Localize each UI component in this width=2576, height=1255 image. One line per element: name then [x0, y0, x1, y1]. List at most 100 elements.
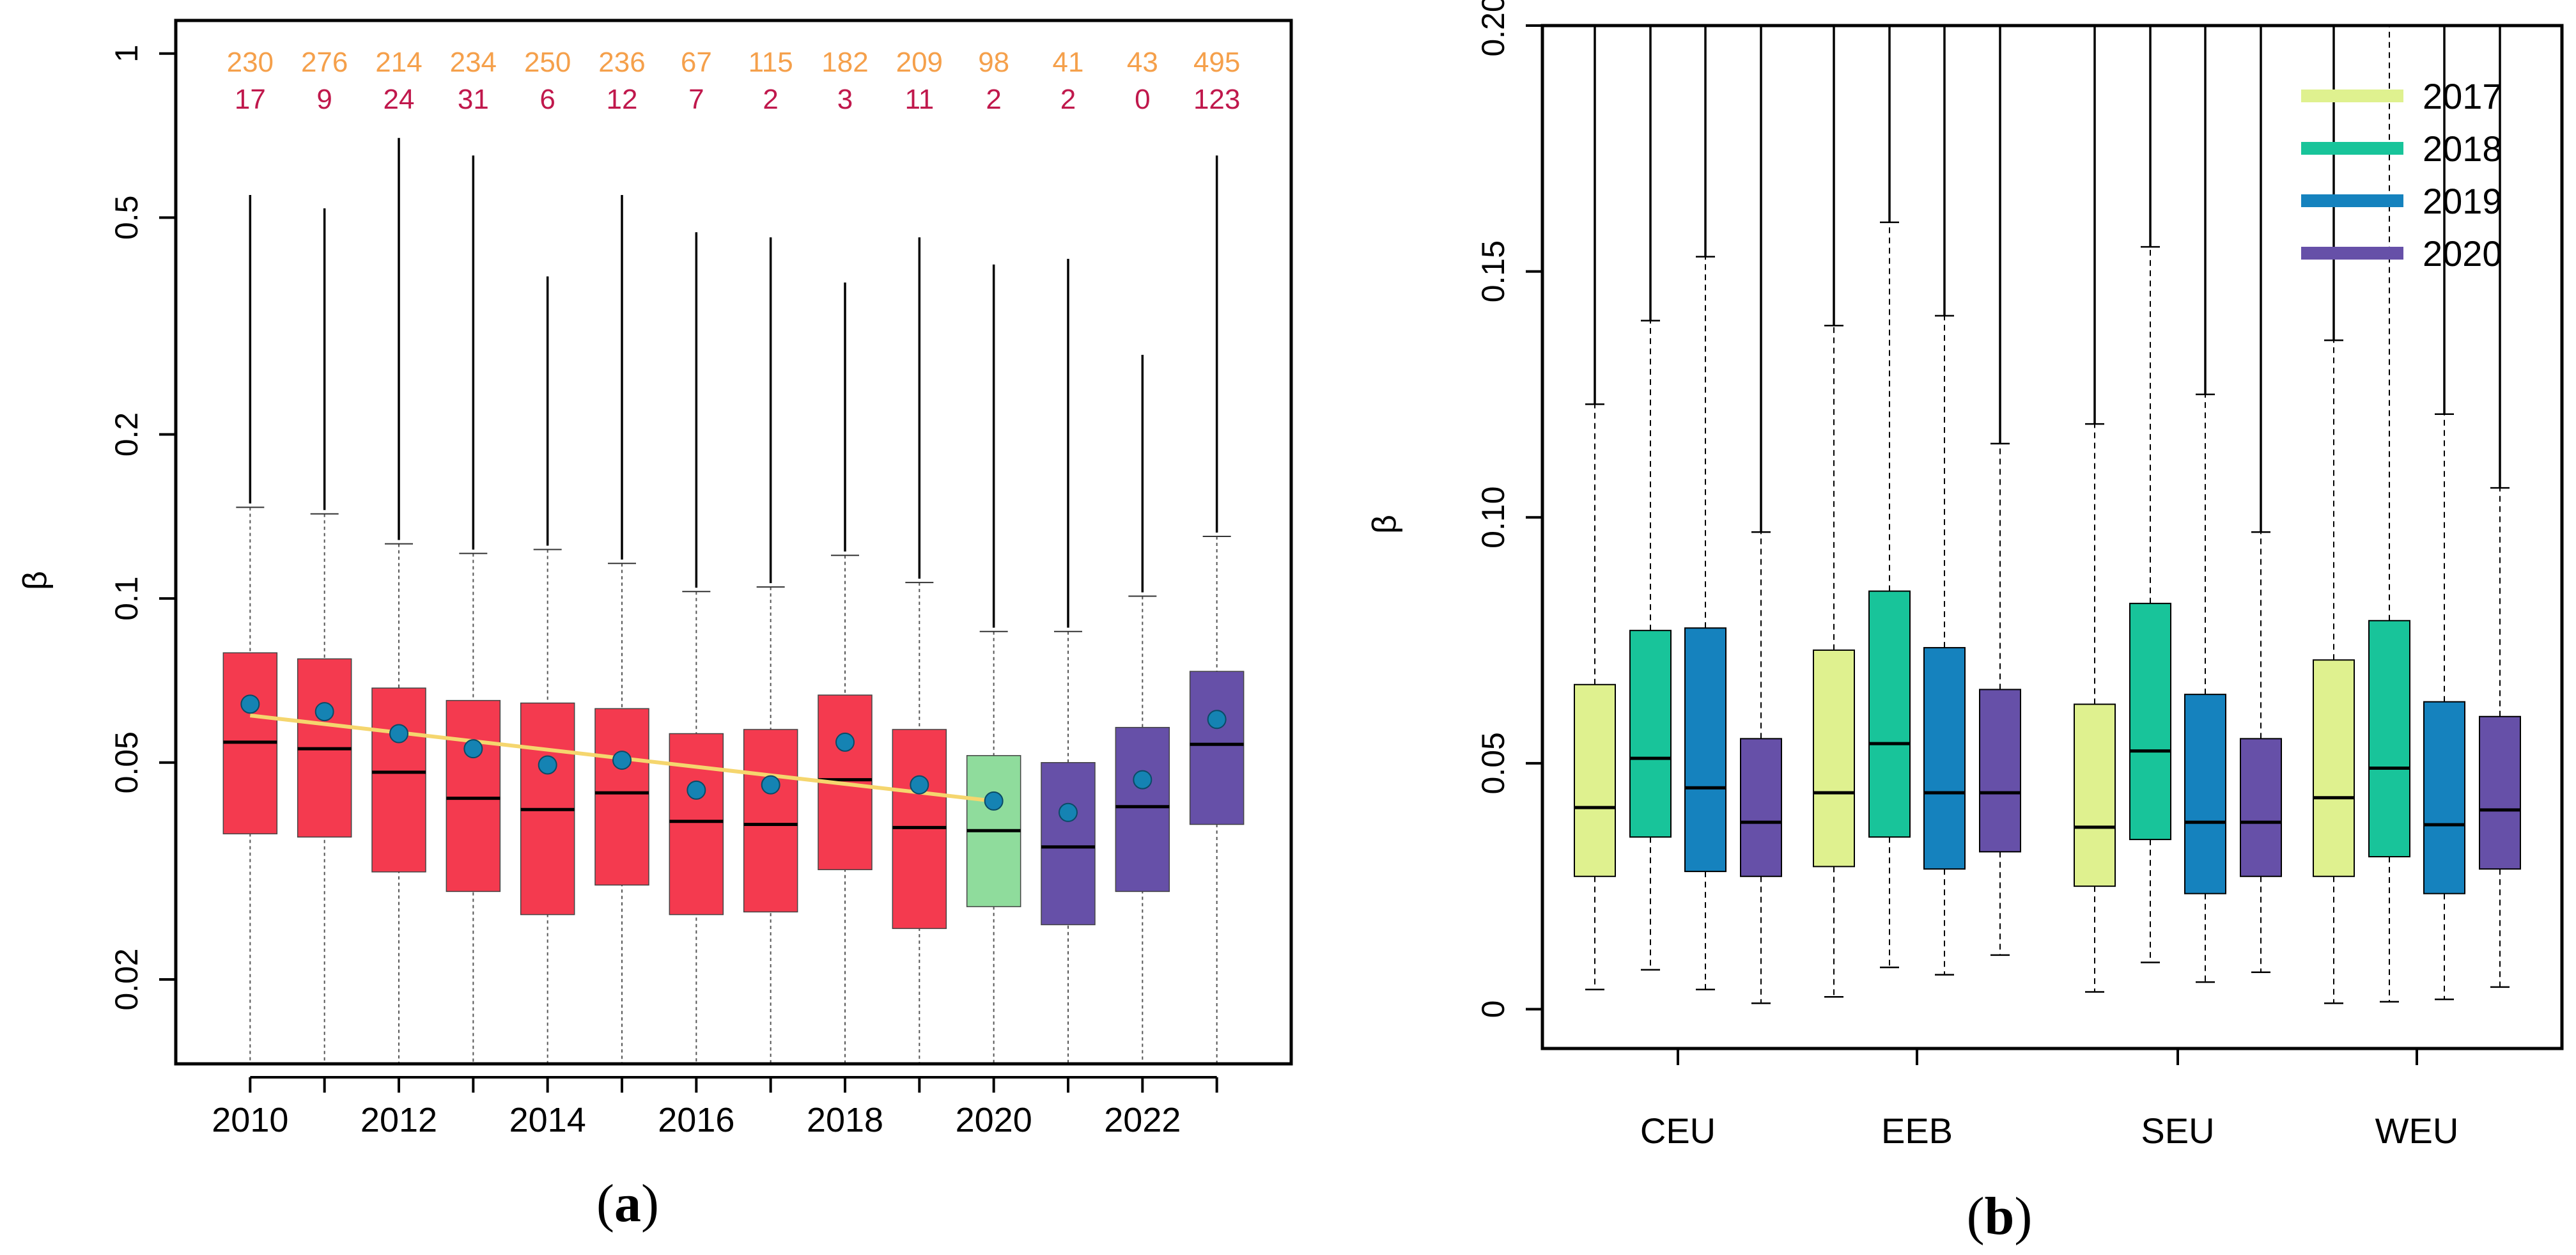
a-y-axis: 0.02 0.05 0.1 0.2 0.5 1 [109, 45, 176, 1011]
a-count-bottom-2017: 2 [763, 84, 778, 115]
a-plot-frame [174, 19, 1293, 1066]
b-y-axis: 0 0.05 0.10 0.15 0.20 [1475, 0, 1542, 1018]
b-box-group [1574, 26, 2521, 1004]
a-count-top-2023: 495 [1193, 47, 1240, 78]
b-x-tick-label-WEU: WEU [2375, 1111, 2459, 1151]
a-count-top-2016: 67 [681, 47, 712, 78]
a-count-bottom-2023: 123 [1193, 84, 1240, 115]
a-mean-dot-2016 [687, 780, 706, 800]
panel-a-chart: 0.020.050.10.20.51 2010 2012 2014 2016 2018 2… [17, 19, 1293, 1139]
a-y-tick-label: 0.1 [109, 576, 144, 621]
a-x-tick-label: 2012 [361, 1101, 437, 1139]
b-box-EEB-2019 [1923, 647, 1966, 870]
a-count-top-2019: 209 [896, 47, 943, 78]
a-count-bottom-2020: 2 [986, 84, 1001, 115]
a-count-top-2014: 250 [524, 47, 571, 78]
a-x-tick-label: 2018 [807, 1101, 883, 1139]
b-box-EEB-2017 [1813, 649, 1855, 868]
panel-a-label: (a) [596, 1174, 659, 1233]
a-mean-dot-2014 [538, 755, 557, 775]
a-count-top-2018: 182 [821, 47, 868, 78]
a-box-2012 [371, 687, 426, 873]
b-x-axis: CEU EEB SEU WEU [1640, 1048, 2458, 1151]
b-y-tick-label: 0.05 [1475, 732, 1511, 794]
a-count-top-2022: 43 [1127, 47, 1158, 78]
a-mean-dot-2010 [240, 694, 260, 714]
a-box-2013 [446, 699, 501, 893]
b-box-SEU-2018 [2129, 602, 2171, 841]
a-x-axis: 2010 2012 2014 2016 2018 2020 2022 [212, 1076, 1218, 1139]
a-box-2023 [1189, 671, 1245, 825]
b-box-CEU-2020 [1740, 738, 1782, 877]
a-mean-dot-2012 [389, 724, 408, 744]
a-sample-counts: 230 17 276 9 214 24 234 31 250 6 236 12 67 7 115 2 182 3 2… [227, 47, 1241, 115]
a-y-tick-label: 0.2 [109, 412, 144, 457]
b-box-CEU-2017 [1574, 683, 1616, 877]
b-y-axis-label: β [1366, 515, 1403, 534]
a-count-bottom-2019: 11 [904, 84, 934, 115]
b-y-tick-label: 0.10 [1475, 487, 1511, 549]
a-mean-dot-2017 [761, 775, 780, 795]
panel-b-label: (b) [1967, 1187, 2033, 1246]
a-count-bottom-2010: 17 [235, 84, 266, 115]
a-mean-dot-2020 [984, 791, 1004, 811]
b-legend-label-2018: 2018 [2423, 129, 2502, 169]
a-count-bottom-2022: 0 [1135, 84, 1150, 115]
a-box-2022 [1115, 727, 1170, 893]
a-count-top-2020: 98 [978, 47, 1009, 78]
b-legend: 2017 2018 2019 2020 [2301, 76, 2502, 274]
b-box-SEU-2019 [2184, 694, 2226, 894]
a-mean-dot-2018 [835, 732, 855, 752]
a-mean-dot-2021 [1059, 802, 1078, 822]
b-box-CEU-2018 [1629, 630, 1672, 838]
a-count-top-2017: 115 [749, 47, 793, 78]
a-y-tick-label: 1 [109, 45, 144, 63]
b-box-WEU-2020 [2479, 715, 2521, 870]
b-box-WEU-2017 [2313, 659, 2355, 877]
b-box-CEU-2019 [1684, 627, 1726, 873]
b-box-SEU-2020 [2240, 738, 2282, 877]
a-box-2017 [743, 729, 798, 913]
b-legend-label-2020: 2020 [2423, 233, 2502, 274]
a-count-top-2011: 276 [301, 47, 348, 78]
b-box-SEU-2017 [2074, 703, 2116, 887]
a-mean-dot-2013 [463, 739, 483, 759]
b-box-WEU-2018 [2368, 620, 2410, 857]
b-box-EEB-2018 [1868, 590, 1911, 838]
a-count-bottom-2011: 9 [316, 84, 332, 115]
b-y-tick-label: 0.20 [1475, 0, 1511, 57]
a-count-bottom-2013: 31 [458, 84, 489, 115]
a-box-group [222, 137, 1245, 1064]
a-count-top-2021: 41 [1053, 47, 1084, 78]
a-count-top-2012: 214 [375, 47, 422, 78]
b-box-WEU-2019 [2423, 701, 2465, 894]
a-x-tick-label: 2014 [509, 1101, 586, 1139]
a-x-tick-label: 2010 [212, 1101, 288, 1139]
a-count-top-2015: 236 [598, 47, 645, 78]
a-y-tick-label: 0.05 [109, 731, 144, 793]
a-y-tick-label: 0.5 [109, 196, 144, 240]
b-x-tick-label-SEU: SEU [2141, 1111, 2214, 1151]
a-box-2015 [594, 708, 649, 886]
a-box-2021 [1041, 762, 1096, 926]
a-mean-dot-2011 [314, 702, 334, 722]
a-mean-dot-2015 [612, 751, 632, 770]
b-box-EEB-2020 [1979, 689, 2021, 853]
a-mean-dot-2019 [910, 775, 929, 795]
a-count-top-2010: 230 [227, 47, 274, 78]
a-count-bottom-2014: 6 [539, 84, 555, 115]
a-count-bottom-2021: 2 [1060, 84, 1076, 115]
a-x-tick-label: 2016 [658, 1101, 734, 1139]
a-x-tick-label: 2022 [1104, 1101, 1181, 1139]
a-count-bottom-2016: 7 [688, 84, 704, 115]
a-count-top-2013: 234 [450, 47, 497, 78]
a-y-axis-label: β [17, 571, 54, 590]
a-mean-dot-2023 [1207, 710, 1227, 729]
a-count-bottom-2015: 12 [607, 84, 638, 115]
b-y-tick-label: 0 [1475, 1001, 1511, 1018]
b-legend-label-2019: 2019 [2423, 181, 2502, 221]
a-count-bottom-2012: 24 [384, 84, 415, 115]
a-count-bottom-2018: 3 [837, 84, 853, 115]
a-box-2016 [669, 733, 724, 916]
